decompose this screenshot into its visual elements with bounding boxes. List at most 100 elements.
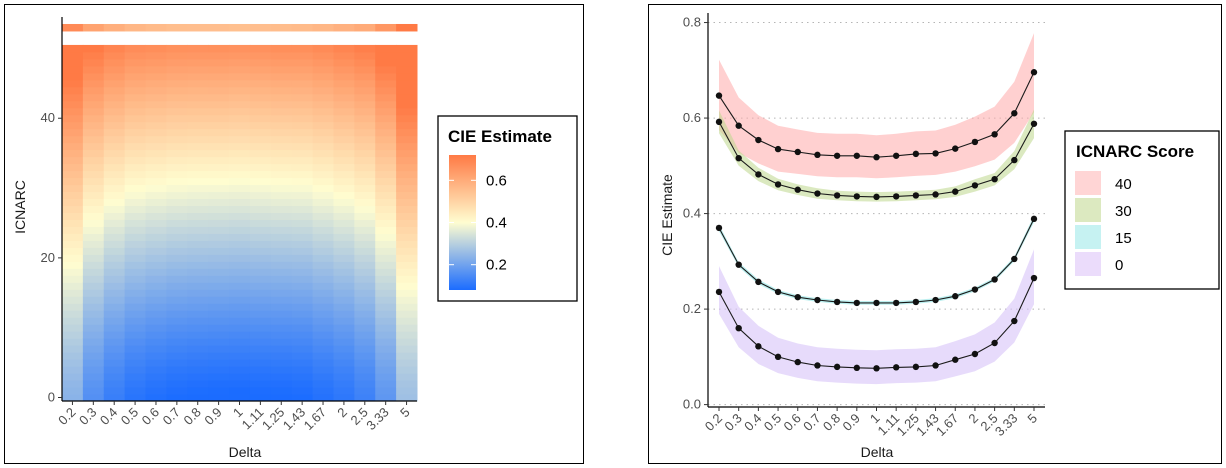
heatmap-cell [396,149,418,158]
heatmap-cell [396,240,418,248]
heatmap-cell [375,205,397,213]
heatmap-cell [62,184,84,193]
heatmap-cell [291,366,314,374]
heatmap-cell [375,212,397,220]
heatmap-cell [333,58,355,67]
heatmap-cell [187,44,209,53]
heatmap-cell [82,212,105,220]
heatmap-cell [396,79,418,88]
heatmap-cell [82,135,105,144]
heatmap-cell [312,65,334,74]
heatmap-cell [82,345,105,353]
heatmap-cell [291,219,314,227]
heatmap-cell [333,394,355,402]
heatmap-cell [375,100,397,109]
heatmap-cell [333,184,355,193]
heatmap-cell [103,394,126,402]
heatmap-cell [62,177,84,186]
data-point-30 [971,182,979,189]
heatmap-cell [229,100,251,109]
heatmap-cell [291,268,314,276]
heatmap-cell [249,212,272,220]
data-point-30 [755,171,762,178]
heatmap-x-tick-label: 0.2 [55,405,78,428]
heatmap-cell [62,212,84,220]
heatmap-cell [375,366,397,374]
heatmap-cell [270,51,293,60]
heatmap-cell [396,212,418,220]
heatmap-cell [312,247,334,255]
heatmap-cell [62,380,84,388]
heatmap-cell [124,331,147,339]
heatmap-cell [229,338,251,346]
heatmap-cell [312,359,334,367]
data-point-0 [853,364,861,372]
heatmap-top-band-cell [124,23,147,32]
heatmap-cell [375,142,397,151]
heatmap-x-tick-label: 0.7 [160,405,183,428]
heatmap-cell [229,212,251,220]
heatmap-cell [103,261,126,269]
heatmap-cell [375,247,397,255]
legend-label-15: 15 [1115,230,1132,247]
data-point-15 [892,299,900,307]
heatmap-cell [166,100,188,109]
heatmap-cell [270,107,293,116]
heatmap-cell [187,247,209,255]
heatmap-cell [103,373,126,381]
heatmap-cell [62,240,84,248]
heatmap-cell [396,247,418,255]
heatmap-cell [354,219,376,227]
heatmap-cell [145,86,167,95]
heatmap-cell [166,303,188,311]
heatmap-cell [270,72,293,81]
heatmap-cell [62,338,84,346]
heatmap-cell [62,121,84,130]
heatmap-cell [187,51,209,60]
heatmap-cell [312,394,334,402]
data-point-30 [853,193,861,200]
heatmap-cell [187,142,209,151]
heatmap-cell [333,338,355,346]
heatmap-cell [249,233,272,241]
heatmap-cell [375,296,397,304]
heatmap-cell [249,198,272,207]
heatmap-cell [103,296,126,304]
heatmap-top-band-cell [82,23,105,32]
heatmap-cell [62,247,84,255]
heatmap-cell [312,72,334,81]
data-point-0 [774,353,782,361]
heatmap-cell [333,373,355,381]
heatmap-cell [82,373,105,381]
heatmap-cell [82,51,105,60]
heatmap-cell [312,198,334,207]
data-point-30 [932,191,939,198]
heatmap-cell [103,359,126,367]
heatmap-cell [124,100,147,109]
heatmap-cell [375,324,397,332]
heatmap-cell [208,44,230,53]
heatmap-cell [333,226,355,234]
heatmap-cell [208,156,230,165]
heatmap-cell [249,394,272,402]
data-point-15 [833,298,841,306]
heatmap-cell [396,282,418,290]
heatmap-cell [291,58,314,67]
heatmap-cell [354,338,376,346]
heatmap-cell [229,226,251,234]
heatmap-cell [333,310,355,318]
heatmap-cell [333,212,355,220]
heatmap-cell [333,345,355,353]
heatmap-cell [333,135,355,144]
heatmap-cell [124,268,147,276]
heatmap-cell [187,359,209,367]
heatmap-cell [166,338,188,346]
heatmap-cell [187,72,209,81]
heatmap-cell [208,303,230,311]
heatmap-cell [375,331,397,339]
heatmap-cell [375,51,397,60]
line-x-tick-label: 1.67 [933,411,962,440]
data-point-0 [755,343,762,350]
heatmap-cell [249,373,272,381]
